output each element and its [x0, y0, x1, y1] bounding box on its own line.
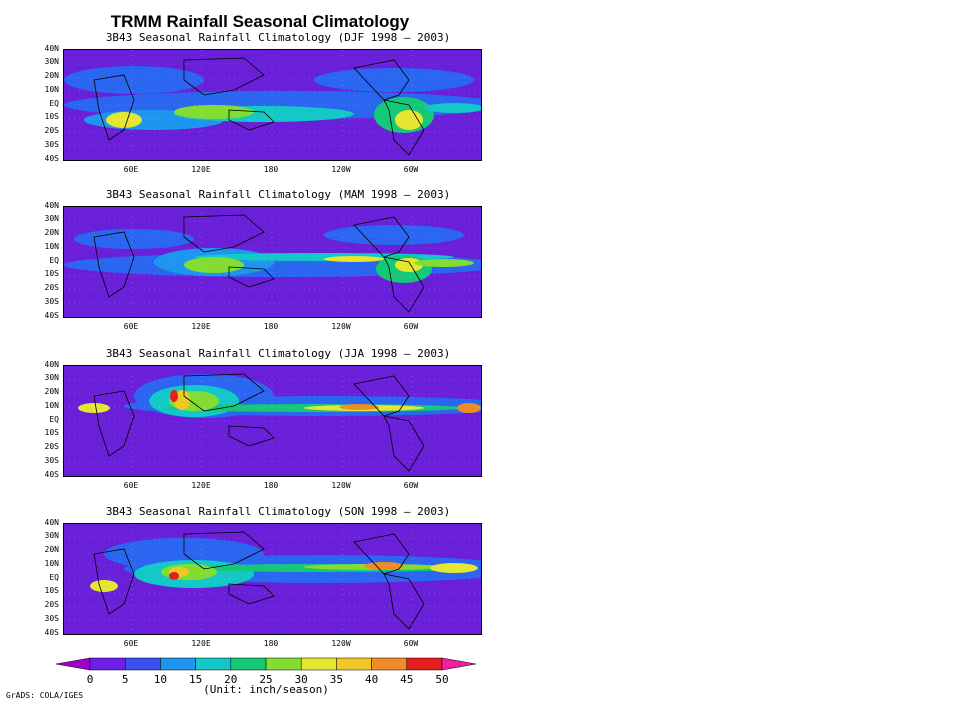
lon-label: 60W: [403, 639, 419, 648]
lat-label: 20N: [44, 71, 59, 80]
lon-label: 60W: [403, 322, 419, 331]
rainfall-map-mam: [63, 206, 482, 318]
rainfall-map-jja: [63, 365, 482, 477]
rainfall-map-djf: [63, 49, 482, 161]
lat-label: 10S: [44, 112, 59, 121]
legend-swatch: [371, 657, 408, 671]
lon-label: 120W: [331, 165, 351, 174]
panel-title: 3B43 Seasonal Rainfall Climatology (JJA …: [105, 347, 451, 360]
legend-swatch: [406, 657, 443, 671]
lon-label: 180: [263, 322, 279, 331]
legend-swatch: [160, 657, 196, 671]
lat-label: 20N: [44, 228, 59, 237]
legend-unit: (Unit: inch/season): [203, 683, 329, 696]
lat-label: 40N: [44, 518, 59, 527]
lat-label: 20S: [44, 283, 59, 292]
lat-label: EQ: [49, 415, 59, 424]
color-legend: 0 5 10 15 20 25 30 35 40 45 50 (Unit: inch/season): [56, 656, 476, 696]
lon-label: 120W: [331, 322, 351, 331]
legend-tick-label: 20: [224, 673, 238, 686]
legend-swatch: [124, 657, 161, 671]
legend-swatch: [265, 657, 302, 671]
lat-label: 10S: [44, 428, 59, 437]
grads-credit: GrADS: COLA/IGES: [6, 691, 84, 700]
lat-label: 10S: [44, 586, 59, 595]
lon-label: 180: [263, 165, 279, 174]
lat-label: 10S: [44, 269, 59, 278]
lat-label: EQ: [49, 256, 59, 265]
lat-label: 30N: [44, 373, 59, 382]
lat-label: EQ: [49, 99, 59, 108]
legend-swatch: [336, 657, 372, 671]
lon-label: 120E: [191, 165, 211, 174]
lat-label: 10N: [44, 242, 59, 251]
legend-tick-label: 30: [294, 673, 308, 686]
lat-label: 20S: [44, 600, 59, 609]
lat-label: 20N: [44, 545, 59, 554]
panel-djf: 3B43 Seasonal Rainfall Climatology (DJF …: [28, 31, 498, 191]
legend-arrow-low: [56, 657, 91, 671]
legend-tick-label: 25: [259, 673, 273, 686]
lon-label: 60E: [123, 165, 139, 174]
lon-label: 180: [263, 639, 279, 648]
lat-label: 40S: [44, 311, 59, 320]
lat-label: 10N: [44, 85, 59, 94]
legend-tick-label: 0: [86, 673, 94, 686]
lat-label: 40S: [44, 154, 59, 163]
main-title: TRMM Rainfall Seasonal Climatology: [110, 12, 410, 31]
lat-label: 10N: [44, 401, 59, 410]
panel-title: 3B43 Seasonal Rainfall Climatology (DJF …: [105, 31, 451, 44]
lat-label: 20S: [44, 442, 59, 451]
lat-label: 20N: [44, 387, 59, 396]
panel-title: 3B43 Seasonal Rainfall Climatology (SON …: [105, 505, 451, 518]
lat-label: 30S: [44, 456, 59, 465]
lon-label: 120E: [191, 639, 211, 648]
lon-label: 120W: [331, 639, 351, 648]
lat-label: 40N: [44, 44, 59, 53]
lon-label: 120W: [331, 481, 351, 490]
lat-label: 40N: [44, 201, 59, 210]
lon-label: 120E: [191, 322, 211, 331]
lat-label: 30S: [44, 614, 59, 623]
lat-label: 20S: [44, 126, 59, 135]
legend-tick-label: 10: [153, 673, 168, 686]
lon-label: 60E: [123, 639, 139, 648]
legend-arrow-high: [441, 657, 476, 671]
legend-bar: [56, 657, 476, 671]
lat-label: 10N: [44, 559, 59, 568]
legend-swatch: [89, 657, 126, 671]
lat-label: 30S: [44, 140, 59, 149]
lat-label: 30N: [44, 214, 59, 223]
lon-label: 180: [263, 481, 279, 490]
legend-tick-label: 40: [364, 673, 379, 686]
lon-label: 60E: [123, 322, 139, 331]
legend-tick-label: 15: [188, 673, 203, 686]
lat-label: 30N: [44, 531, 59, 540]
legend-swatch: [300, 657, 337, 671]
legend-tick-label: 35: [329, 673, 344, 686]
panel-son: 3B43 Seasonal Rainfall Climatology (SON …: [28, 505, 498, 665]
rainfall-map-son: [63, 523, 482, 635]
panel-title: 3B43 Seasonal Rainfall Climatology (MAM …: [105, 188, 451, 201]
panel-jja: 3B43 Seasonal Rainfall Climatology (JJA …: [28, 347, 498, 507]
lon-label: 120E: [191, 481, 211, 490]
lat-label: 40S: [44, 470, 59, 479]
lat-label: 40N: [44, 360, 59, 369]
lat-label: 30N: [44, 57, 59, 66]
legend-tick-label: 45: [400, 673, 414, 686]
legend-tick-label: 5: [121, 673, 129, 686]
lon-label: 60E: [123, 481, 139, 490]
lon-label: 60W: [403, 481, 419, 490]
legend-tick-label: 50: [435, 673, 449, 686]
legend-swatch: [230, 657, 267, 671]
lat-label: EQ: [49, 573, 59, 582]
legend-swatch: [195, 657, 232, 671]
panel-mam: 3B43 Seasonal Rainfall Climatology (MAM …: [28, 188, 498, 348]
lon-label: 60W: [403, 165, 419, 174]
lat-label: 30S: [44, 297, 59, 306]
lat-label: 40S: [44, 628, 59, 637]
